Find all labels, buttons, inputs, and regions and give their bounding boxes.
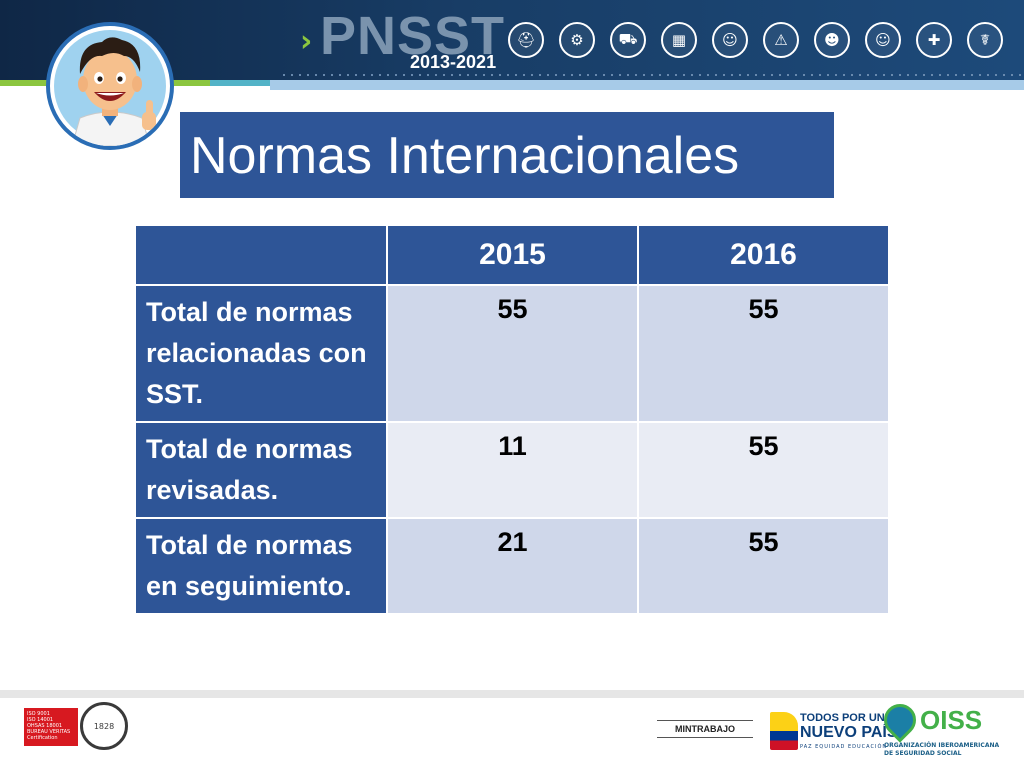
worker-icon: ☻	[814, 22, 850, 58]
footer: ISO 9001 ISO 14001 OHSAS 18001 BUREAU VE…	[0, 697, 1024, 768]
safety-worker-icon: ☺	[865, 22, 901, 58]
cell-value-2016: 55	[637, 517, 890, 615]
table-header-row: 2015 2016	[134, 224, 890, 286]
tpun-line3: PAZ EQUIDAD EDUCACIÓN	[800, 744, 888, 750]
table-header-2016: 2016	[637, 224, 890, 286]
certification-badge: ISO 9001 ISO 14001 OHSAS 18001 BUREAU VE…	[24, 708, 78, 746]
factory-icon: ⚙	[559, 22, 595, 58]
brand-name: PNSST	[320, 6, 506, 66]
tpun-line2: NUEVO PAÍS	[800, 724, 898, 741]
bv-seal-year: 1828	[93, 721, 115, 731]
row-label: Total de normas en seguimiento.	[134, 517, 388, 615]
table-row: Total de normas en seguimiento. 21 55	[134, 517, 890, 615]
doctor-icon: ☤	[967, 22, 1003, 58]
helmet-icon: ☺	[712, 22, 748, 58]
cell-value-2015: 55	[386, 284, 639, 423]
dotted-divider	[280, 74, 1024, 76]
row-label: Total de normas revisadas.	[134, 421, 388, 519]
bureau-veritas-seal: 1828	[80, 702, 128, 750]
building-icon: ▦	[661, 22, 697, 58]
cell-value-2015: 21	[386, 517, 639, 615]
accent-stripe-blue	[270, 80, 1024, 90]
truck-icon: ⛟	[610, 22, 646, 58]
cell-value-2016: 55	[637, 421, 890, 519]
mintrabajo-label: MINTRABAJO	[675, 724, 735, 734]
oiss-subtitle: ORGANIZACIÓN IBEROAMERICANA DE SEGURIDAD…	[884, 742, 999, 758]
table-header-2015: 2015	[386, 224, 639, 286]
oiss-sub1: ORGANIZACIÓN IBEROAMERICANA	[884, 742, 1000, 749]
oiss-name: OISS	[920, 705, 983, 735]
tpun-line1: TODOS POR UN	[800, 712, 885, 724]
cell-value-2016: 55	[637, 284, 890, 423]
table-row: Total de normas relacionadas con SST. 55…	[134, 284, 890, 423]
drop-icon	[877, 697, 923, 743]
mascot-avatar	[46, 22, 174, 150]
mascot-illustration	[71, 37, 156, 146]
accent-stripe-teal	[210, 80, 270, 86]
brand-years: 2013-2021	[410, 52, 497, 72]
cell-value-2015: 11	[386, 421, 639, 519]
colombia-flag-icon	[770, 712, 798, 750]
oil-rig-icon: ⚠	[763, 22, 799, 58]
title-box: Normas Internacionales	[180, 112, 834, 198]
page-title: Normas Internacionales	[190, 127, 740, 185]
footer-divider	[0, 690, 1024, 698]
table-header-blank	[134, 224, 388, 286]
cert-text: ISO 9001 ISO 14001 OHSAS 18001 BUREAU VE…	[27, 711, 71, 741]
sector-icons: ⛑ ⚙ ⛟ ▦ ☺ ⚠ ☻ ☺ ✚ ☤	[508, 22, 1003, 58]
oiss-logo: OISS ORGANIZACIÓN IBEROAMERICANA DE SEGU…	[877, 697, 1004, 762]
nurse-icon: ✚	[916, 22, 952, 58]
construction-worker-icon: ⛑	[508, 22, 544, 58]
oiss-sub2: DE SEGURIDAD SOCIAL	[884, 750, 962, 757]
data-table: 2015 2016 Total de normas relacionadas c…	[134, 224, 890, 615]
row-label: Total de normas relacionadas con SST.	[134, 284, 388, 423]
todos-por-un-nuevo-pais-logo: TODOS POR UN NUEVO PAÍS PAZ EQUIDAD EDUC…	[770, 706, 898, 756]
chevron-right-icon: ›	[300, 24, 313, 59]
mintrabajo-logo: MINTRABAJO	[657, 720, 753, 738]
table-row: Total de normas revisadas. 11 55	[134, 421, 890, 519]
